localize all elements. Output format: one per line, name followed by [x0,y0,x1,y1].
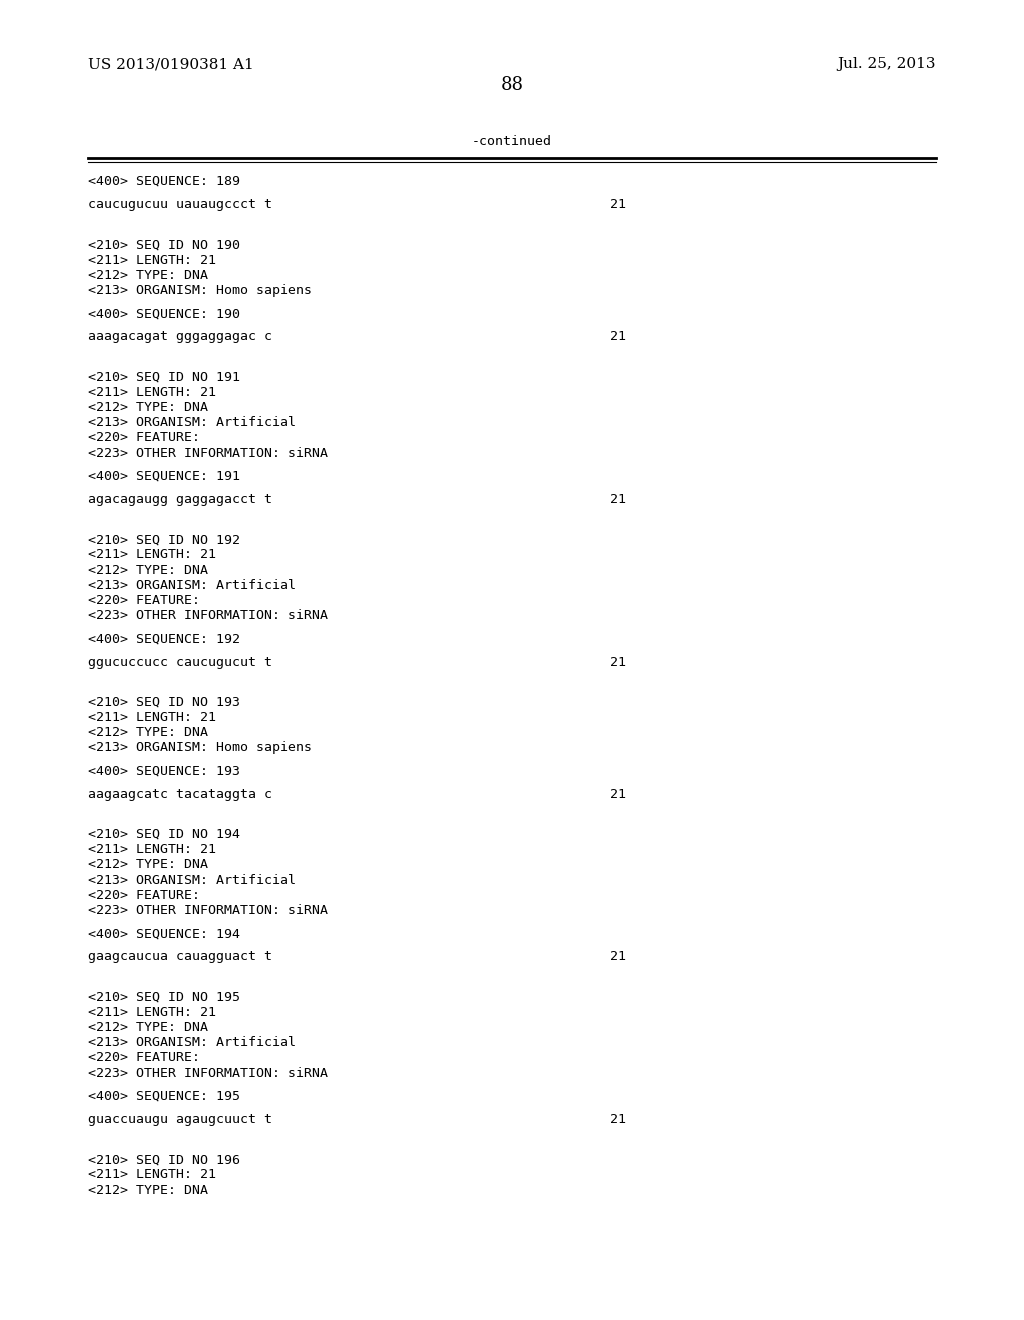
Text: 21: 21 [610,656,626,669]
Text: <211> LENGTH: 21: <211> LENGTH: 21 [88,843,216,857]
Text: <211> LENGTH: 21: <211> LENGTH: 21 [88,711,216,723]
Text: <210> SEQ ID NO 196: <210> SEQ ID NO 196 [88,1154,240,1166]
Text: <210> SEQ ID NO 193: <210> SEQ ID NO 193 [88,696,240,709]
Text: <220> FEATURE:: <220> FEATURE: [88,888,200,902]
Text: guaccuaugu agaugcuuct t: guaccuaugu agaugcuuct t [88,1113,272,1126]
Text: Jul. 25, 2013: Jul. 25, 2013 [838,57,936,71]
Text: <213> ORGANISM: Homo sapiens: <213> ORGANISM: Homo sapiens [88,742,312,755]
Text: <210> SEQ ID NO 191: <210> SEQ ID NO 191 [88,371,240,384]
Text: <400> SEQUENCE: 190: <400> SEQUENCE: 190 [88,308,240,321]
Text: <213> ORGANISM: Artificial: <213> ORGANISM: Artificial [88,416,296,429]
Text: <213> ORGANISM: Artificial: <213> ORGANISM: Artificial [88,874,296,887]
Text: <211> LENGTH: 21: <211> LENGTH: 21 [88,1006,216,1019]
Text: <211> LENGTH: 21: <211> LENGTH: 21 [88,253,216,267]
Text: <400> SEQUENCE: 195: <400> SEQUENCE: 195 [88,1090,240,1102]
Text: <220> FEATURE:: <220> FEATURE: [88,432,200,445]
Text: <211> LENGTH: 21: <211> LENGTH: 21 [88,1168,216,1181]
Text: <211> LENGTH: 21: <211> LENGTH: 21 [88,548,216,561]
Text: <212> TYPE: DNA: <212> TYPE: DNA [88,401,208,414]
Text: <223> OTHER INFORMATION: siRNA: <223> OTHER INFORMATION: siRNA [88,446,328,459]
Text: ggucuccucc caucugucut t: ggucuccucc caucugucut t [88,656,272,669]
Text: <400> SEQUENCE: 192: <400> SEQUENCE: 192 [88,632,240,645]
Text: <212> TYPE: DNA: <212> TYPE: DNA [88,1020,208,1034]
Text: <210> SEQ ID NO 195: <210> SEQ ID NO 195 [88,990,240,1003]
Text: <223> OTHER INFORMATION: siRNA: <223> OTHER INFORMATION: siRNA [88,1067,328,1080]
Text: 21: 21 [610,492,626,506]
Text: <220> FEATURE:: <220> FEATURE: [88,1052,200,1064]
Text: US 2013/0190381 A1: US 2013/0190381 A1 [88,57,254,71]
Text: <213> ORGANISM: Artificial: <213> ORGANISM: Artificial [88,578,296,591]
Text: <223> OTHER INFORMATION: siRNA: <223> OTHER INFORMATION: siRNA [88,610,328,622]
Text: 21: 21 [610,1113,626,1126]
Text: caucugucuu uauaugccct t: caucugucuu uauaugccct t [88,198,272,211]
Text: <211> LENGTH: 21: <211> LENGTH: 21 [88,385,216,399]
Text: 21: 21 [610,330,626,343]
Text: <212> TYPE: DNA: <212> TYPE: DNA [88,858,208,871]
Text: 21: 21 [610,198,626,211]
Text: <212> TYPE: DNA: <212> TYPE: DNA [88,564,208,577]
Text: <213> ORGANISM: Homo sapiens: <213> ORGANISM: Homo sapiens [88,284,312,297]
Text: 88: 88 [501,77,523,94]
Text: gaagcaucua cauagguact t: gaagcaucua cauagguact t [88,950,272,964]
Text: <213> ORGANISM: Artificial: <213> ORGANISM: Artificial [88,1036,296,1049]
Text: <210> SEQ ID NO 192: <210> SEQ ID NO 192 [88,533,240,546]
Text: <400> SEQUENCE: 191: <400> SEQUENCE: 191 [88,470,240,483]
Text: <220> FEATURE:: <220> FEATURE: [88,594,200,607]
Text: <210> SEQ ID NO 190: <210> SEQ ID NO 190 [88,239,240,251]
Text: <212> TYPE: DNA: <212> TYPE: DNA [88,726,208,739]
Text: -continued: -continued [472,135,552,148]
Text: aaagacagat gggaggagac c: aaagacagat gggaggagac c [88,330,272,343]
Text: <400> SEQUENCE: 193: <400> SEQUENCE: 193 [88,764,240,777]
Text: 21: 21 [610,788,626,801]
Text: aagaagcatc tacataggta c: aagaagcatc tacataggta c [88,788,272,801]
Text: <212> TYPE: DNA: <212> TYPE: DNA [88,1184,208,1197]
Text: <400> SEQUENCE: 189: <400> SEQUENCE: 189 [88,176,240,187]
Text: 21: 21 [610,950,626,964]
Text: agacagaugg gaggagacct t: agacagaugg gaggagacct t [88,492,272,506]
Text: <400> SEQUENCE: 194: <400> SEQUENCE: 194 [88,927,240,940]
Text: <212> TYPE: DNA: <212> TYPE: DNA [88,269,208,281]
Text: <223> OTHER INFORMATION: siRNA: <223> OTHER INFORMATION: siRNA [88,904,328,917]
Text: <210> SEQ ID NO 194: <210> SEQ ID NO 194 [88,828,240,841]
